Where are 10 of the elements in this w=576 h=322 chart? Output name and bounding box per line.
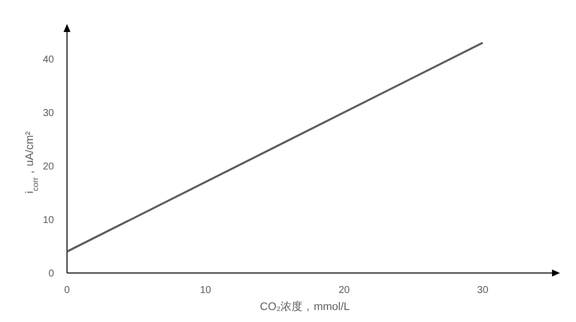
y-tick-label: 10: [42, 214, 54, 226]
x-tick-label: 20: [338, 285, 350, 296]
y-tick-label: 0: [48, 268, 54, 280]
x-tick-label: 10: [200, 285, 212, 296]
y-tick-label: 30: [42, 108, 54, 119]
y-tick-label: 20: [42, 161, 54, 172]
x-axis-title: CO₂浓度，mmol/L: [260, 300, 350, 313]
x-tick-label: 30: [477, 285, 489, 296]
y-tick-label: 40: [42, 54, 54, 66]
x-tick-label: 0: [64, 285, 70, 296]
